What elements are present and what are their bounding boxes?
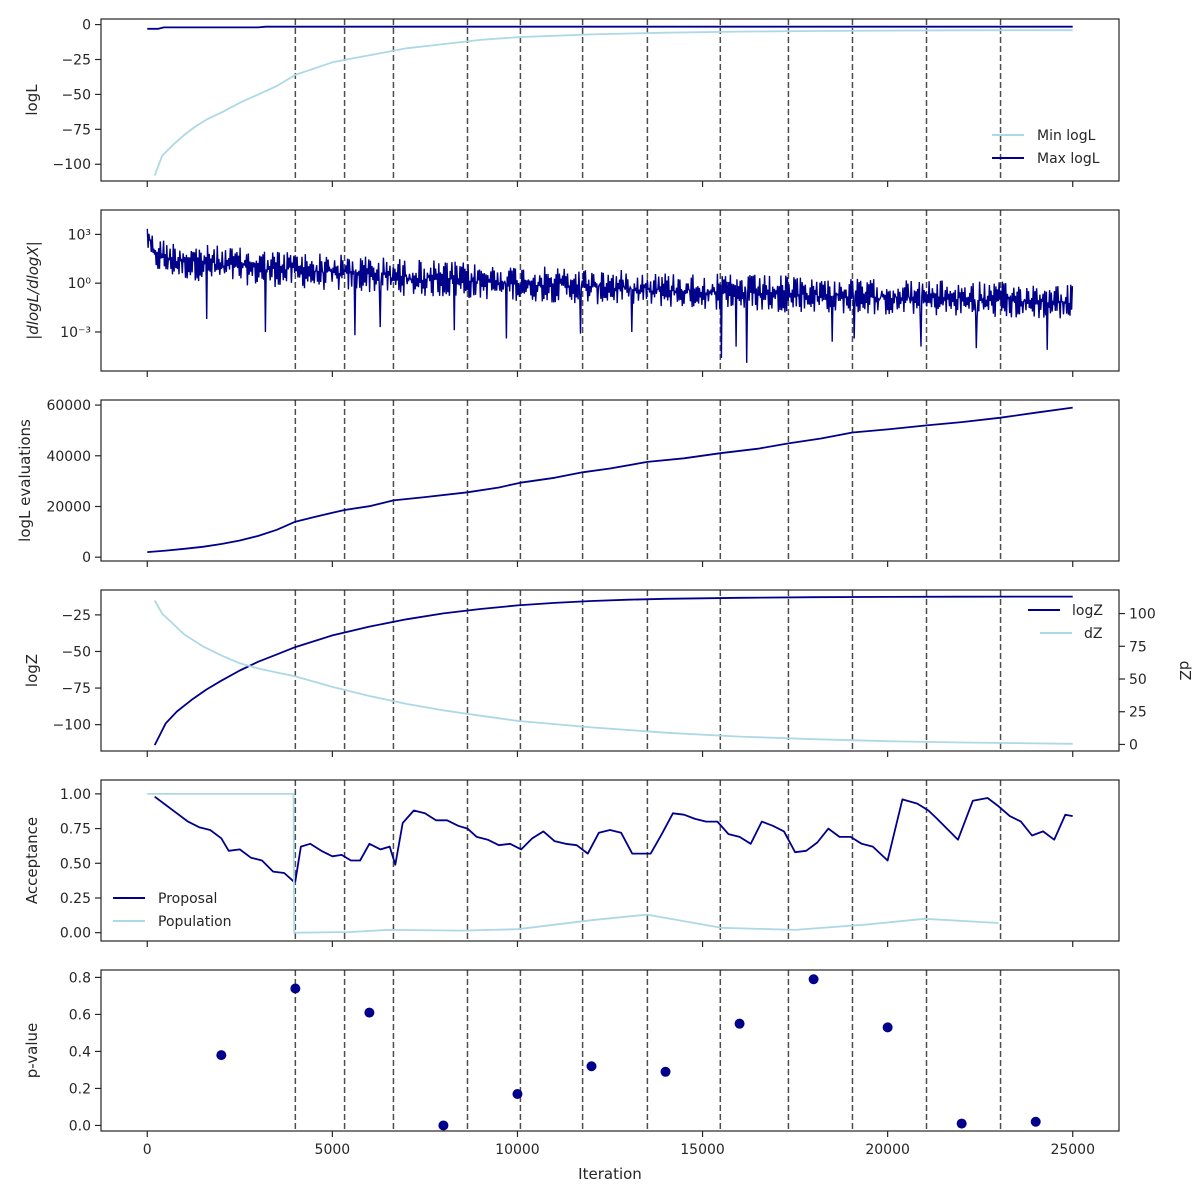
legend-label: logZ bbox=[1072, 603, 1103, 619]
panel-3: 0 20000 40000 60000 logL evaluations bbox=[16, 398, 1120, 567]
y-tick-label: 0 bbox=[82, 18, 91, 34]
y-axis-label: |dlogL/dlogX| bbox=[24, 241, 42, 340]
scatter-point bbox=[586, 1061, 597, 1072]
series-line bbox=[146, 228, 1074, 363]
y-tick-label: −50 bbox=[61, 644, 91, 660]
series-line-max-logl bbox=[147, 25, 1073, 30]
y-tick-label: 10⁰ bbox=[68, 276, 92, 292]
scatter-point bbox=[1030, 1116, 1041, 1127]
axes-frame bbox=[100, 589, 1120, 752]
y-tick-label: −100 bbox=[53, 718, 91, 734]
y-tick-label: 0.6 bbox=[69, 1007, 91, 1023]
y-tick-label: 1.00 bbox=[60, 787, 91, 803]
y-tick-label: 10⁻³ bbox=[60, 325, 91, 341]
y2-tick-label: 75 bbox=[1129, 639, 1147, 655]
x-tick-label: 0 bbox=[143, 1142, 152, 1158]
plot-area bbox=[147, 400, 1073, 561]
y-tick-label: −75 bbox=[61, 681, 91, 697]
panel-4: −25 −50 −75 −100 0 25 50 75 100 dZ logZ logZ dZ bbox=[23, 589, 1194, 757]
series-line-min-logl bbox=[153, 29, 1073, 176]
series-line-dz bbox=[153, 600, 1073, 745]
y-axis-label: logL evaluations bbox=[16, 419, 34, 542]
axes-frame bbox=[100, 779, 1120, 942]
y-tick-label: 0.8 bbox=[69, 970, 91, 986]
series-line-0 bbox=[147, 406, 1073, 553]
scatter-point bbox=[216, 1050, 227, 1061]
plot-area bbox=[147, 780, 1073, 941]
y2-tick-label: 0 bbox=[1129, 737, 1138, 753]
y-tick-label: −25 bbox=[61, 608, 91, 624]
scatter-point bbox=[956, 1118, 967, 1129]
series-line-logz bbox=[153, 595, 1073, 746]
panel-2: 10³ 10⁰ 10⁻³ |dlogL/dlogX| bbox=[24, 209, 1120, 377]
y2-axis-label: dZ bbox=[1176, 661, 1194, 681]
y-tick-label: −75 bbox=[61, 122, 91, 138]
y-tick-label: 60000 bbox=[46, 398, 91, 414]
y-tick-label: 0.4 bbox=[69, 1044, 91, 1060]
scatter-point bbox=[808, 974, 819, 985]
axes-frame bbox=[100, 18, 1120, 182]
y-tick-label: 0.25 bbox=[60, 891, 91, 907]
y-tick-label: −50 bbox=[61, 87, 91, 103]
series-line-proposal bbox=[154, 795, 1073, 883]
scatter-point bbox=[882, 1022, 893, 1033]
plot-area bbox=[216, 970, 1041, 1131]
axes-frame bbox=[100, 969, 1120, 1132]
x-tick-label: 10000 bbox=[495, 1142, 540, 1158]
x-tick-label: 15000 bbox=[680, 1142, 725, 1158]
y-tick-label: 10³ bbox=[68, 227, 91, 243]
y-tick-label: 20000 bbox=[46, 499, 91, 515]
y2-tick-label: 100 bbox=[1129, 607, 1156, 623]
y-axis-label: logZ bbox=[23, 654, 41, 687]
y-tick-label: 0.50 bbox=[60, 856, 91, 872]
y-tick-label: 0.0 bbox=[69, 1118, 91, 1134]
legend-label: Min logL bbox=[1037, 128, 1096, 144]
y-tick-label: 0.00 bbox=[60, 926, 91, 942]
plot-area bbox=[147, 19, 1073, 181]
y-tick-label: 0.2 bbox=[69, 1081, 91, 1097]
x-tick-label: 20000 bbox=[865, 1142, 910, 1158]
legend-label: Max logL bbox=[1037, 151, 1100, 167]
y2-tick-label: 25 bbox=[1129, 705, 1147, 721]
series-line-population bbox=[147, 793, 999, 934]
plot-area bbox=[146, 210, 1074, 371]
panel-1: 0 −25 −50 −75 −100 logL Min logL Max logL bbox=[23, 18, 1120, 187]
y-axis-label: Acceptance bbox=[23, 817, 41, 904]
y-axis-label: p-value bbox=[23, 1023, 41, 1079]
x-tick-label: 5000 bbox=[315, 1142, 351, 1158]
legend-label: Population bbox=[158, 914, 232, 930]
y-tick-label: 0 bbox=[82, 550, 91, 566]
y-tick-label: 0.75 bbox=[60, 822, 91, 838]
axes-frame bbox=[100, 399, 1120, 562]
y-tick-label: −100 bbox=[53, 157, 91, 173]
scatter-point bbox=[660, 1066, 671, 1077]
y-axis-label: logL bbox=[23, 84, 41, 116]
y-tick-label: −25 bbox=[61, 53, 91, 69]
legend-label: Proposal bbox=[158, 891, 217, 907]
scatter-point bbox=[290, 983, 301, 994]
scatter-point bbox=[512, 1088, 523, 1099]
scatter-point bbox=[734, 1018, 745, 1029]
x-tick-label: 25000 bbox=[1050, 1142, 1095, 1158]
scatter-point bbox=[438, 1120, 449, 1131]
y2-tick-label: 50 bbox=[1129, 672, 1147, 688]
legend-label: dZ bbox=[1084, 626, 1102, 642]
x-axis-label: Iteration bbox=[578, 1165, 642, 1183]
axes-frame bbox=[100, 209, 1120, 372]
panel-5: 0.00 0.25 0.50 0.75 1.00 Acceptance Proposal Po… bbox=[23, 779, 1120, 947]
y-tick-label: 40000 bbox=[46, 449, 91, 465]
scatter-point bbox=[364, 1007, 375, 1018]
plot-area bbox=[153, 590, 1073, 751]
panel-6: 0 5000 10000 15000 20000 25000 0.0 0.2 0.4 0.6 0.8… bbox=[23, 969, 1120, 1183]
